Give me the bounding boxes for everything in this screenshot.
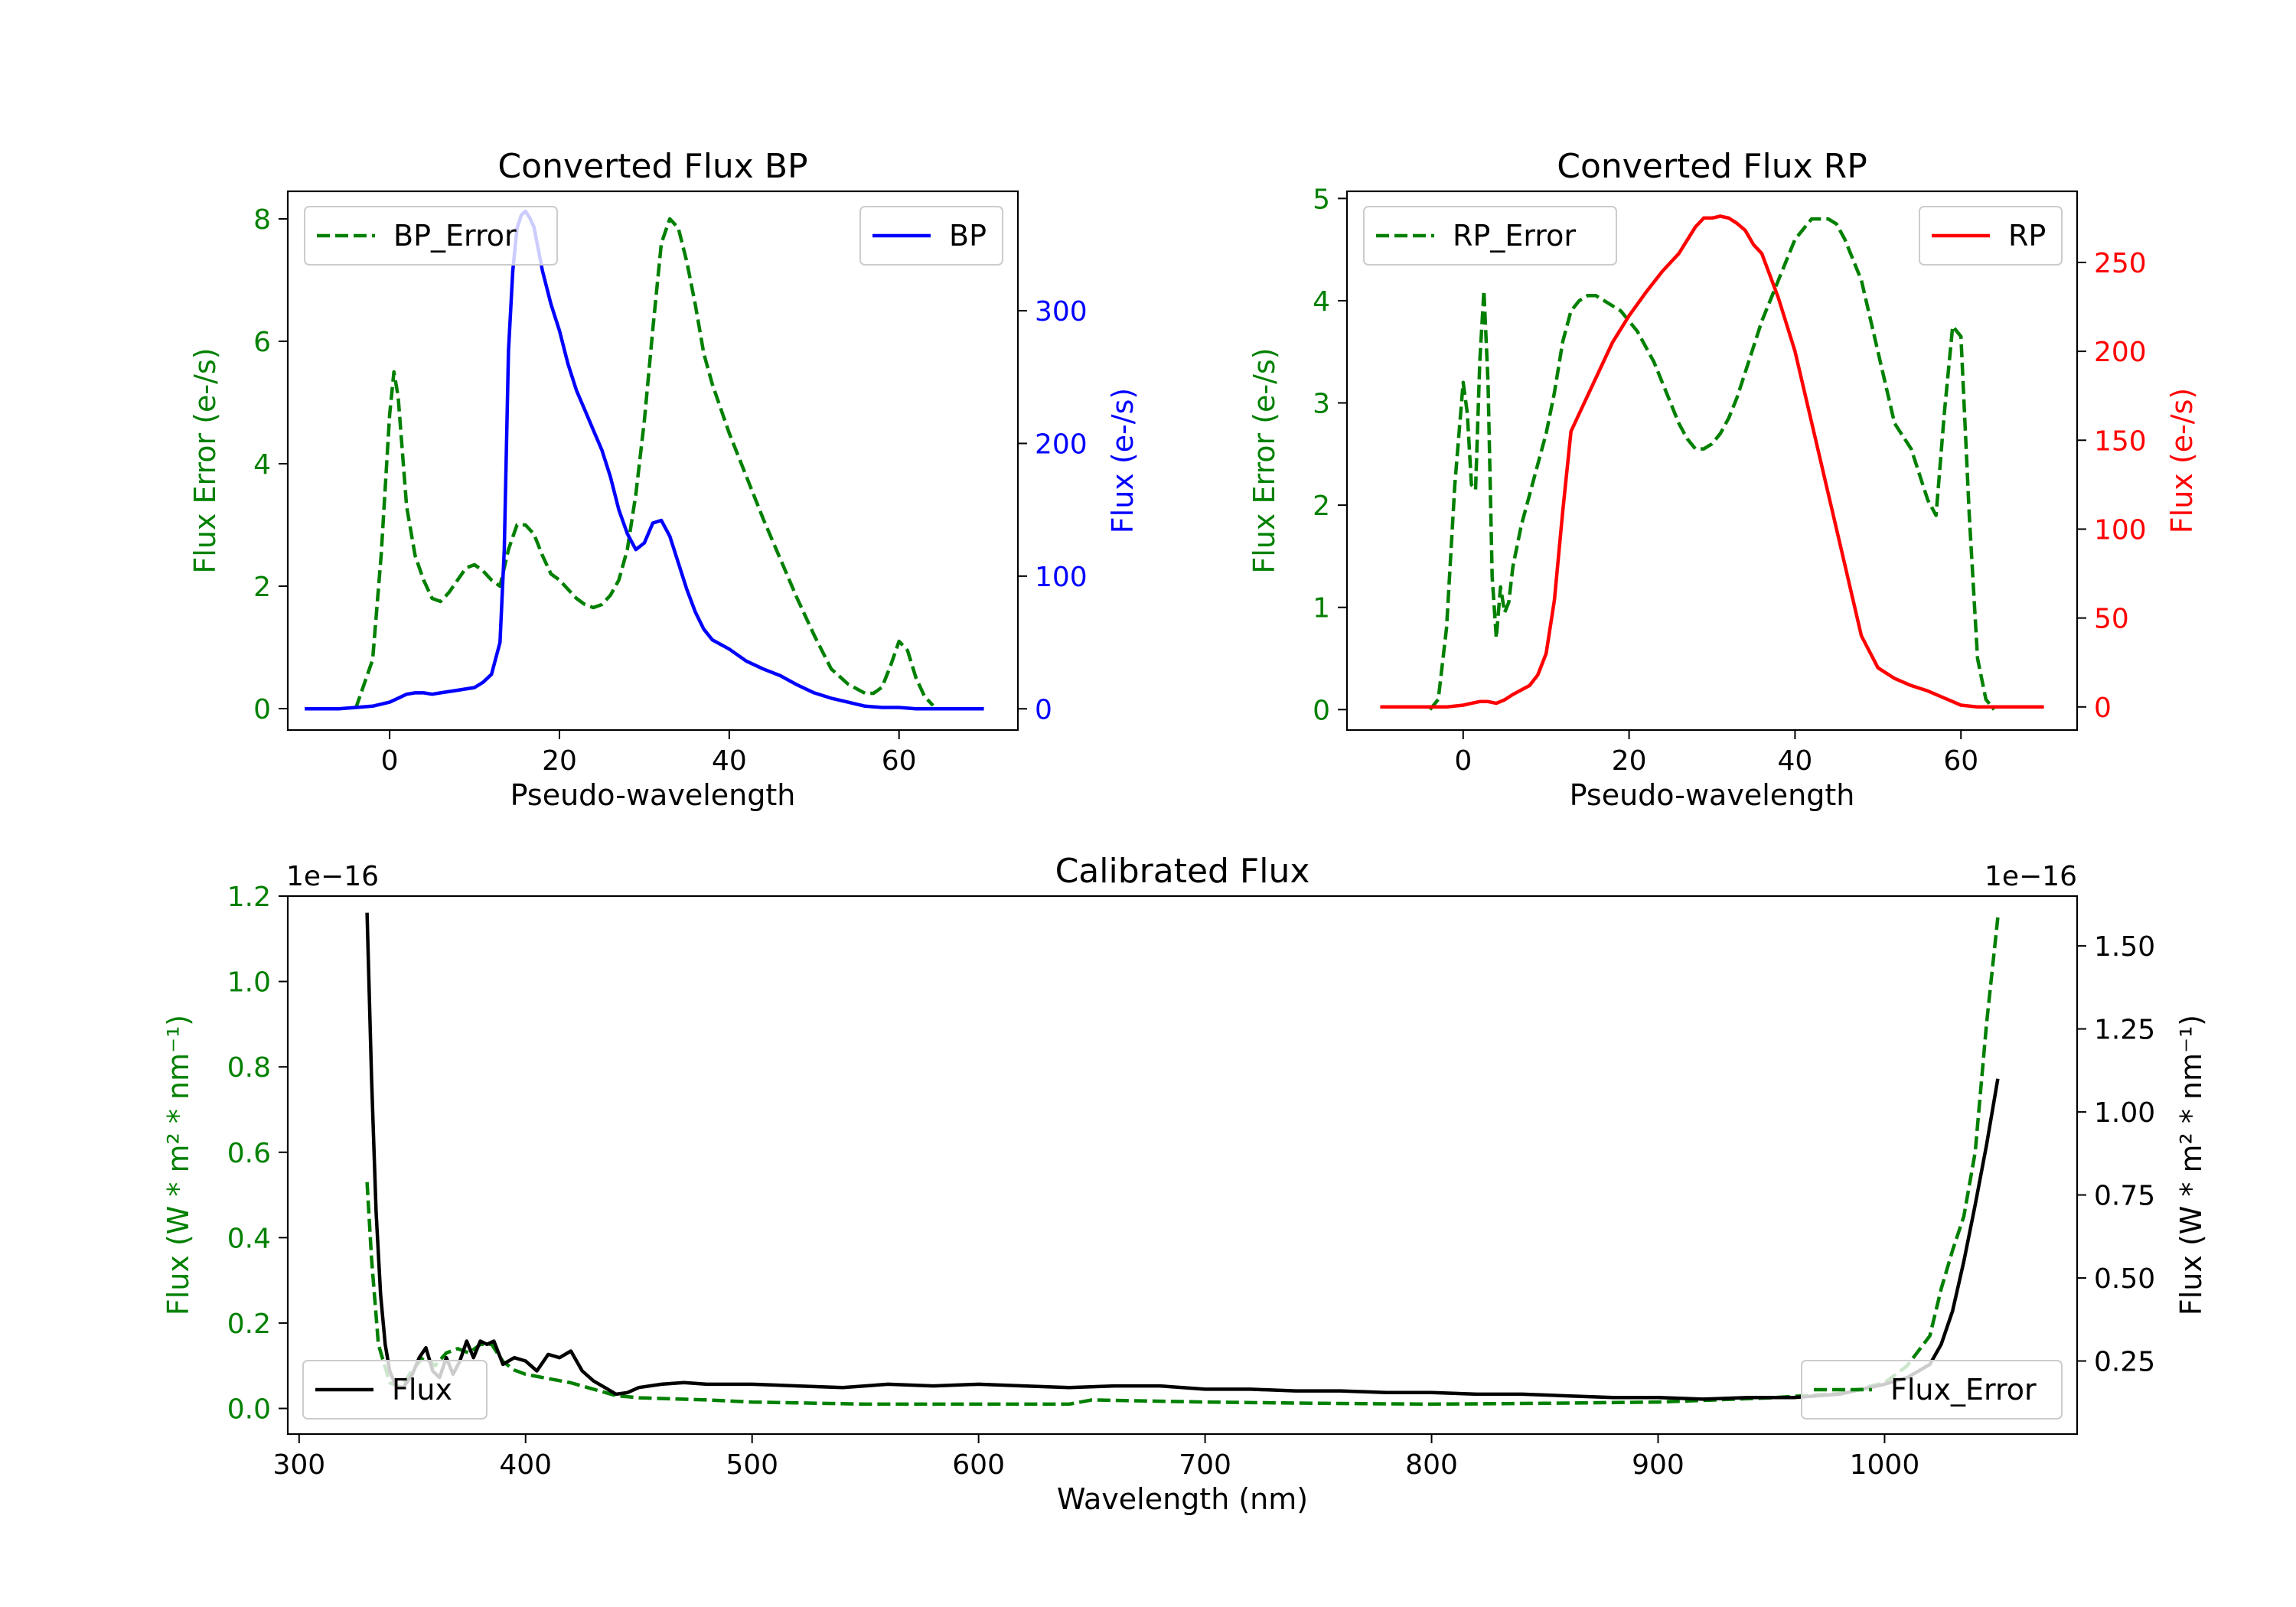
y-right-tick-label: 1.50 — [2094, 931, 2155, 963]
axes-frame — [286, 190, 1019, 732]
y-left-tick-label: 2 — [1313, 491, 1330, 522]
series-line-bp-error — [354, 217, 934, 709]
y-right-tick-label: 150 — [2094, 425, 2147, 457]
x-tick-label: 1000 — [1850, 1449, 1920, 1481]
panel-cal: Calibrated Flux 300 400 500 600 700 800 900 1000… — [161, 852, 2208, 1516]
y-left-tick-label: 4 — [1313, 286, 1330, 318]
y-left-tick-label: 1.0 — [227, 967, 271, 999]
y-right-tick-label: 250 — [2094, 248, 2147, 279]
x-tick-label: 400 — [499, 1449, 552, 1481]
y-right-axis-label: Flux (e-/s) — [2165, 388, 2199, 533]
panel-bp: Converted Flux BP0 20 40 60Pseudo-wavelengt… — [188, 147, 1140, 812]
legend-error: RP_Error — [1363, 206, 1617, 266]
y-right-tick-label: 0 — [1035, 694, 1052, 725]
y-right-tick-label: 50 — [2094, 604, 2129, 635]
panel-rp: Converted Flux RP0 20 40 60Pseudo-wavelengt… — [1247, 147, 2199, 812]
y-left-axis-label: Flux (W * m² * nm⁻¹) — [161, 1015, 195, 1315]
y-right-tick-label: 200 — [1035, 429, 1088, 460]
x-tick-label: 300 — [272, 1449, 325, 1481]
x-tick-label: 20 — [1612, 745, 1647, 777]
legend-box — [1363, 206, 1617, 266]
y-right-axis-label: Flux (W * m² * nm⁻¹) — [2174, 1015, 2208, 1315]
y-left-tick-label: 0.2 — [227, 1309, 271, 1340]
y-right-axis-label: Flux (e-/s) — [1106, 388, 1140, 533]
y-right-tick-label: 300 — [1035, 296, 1088, 328]
x-tick-label: 600 — [952, 1449, 1005, 1481]
y-left-tick-label: 0.4 — [227, 1223, 271, 1254]
y-left-tick-label: 3 — [1313, 389, 1330, 420]
legend-box — [1919, 206, 2063, 266]
y-right-tick-label: 0.50 — [2094, 1263, 2155, 1295]
y-left-tick-label: 1 — [1313, 593, 1330, 624]
series-line-rp-error — [1428, 217, 1996, 711]
axes-frame — [286, 895, 2079, 1436]
y-left-axis-label: Flux Error (e-/s) — [188, 347, 222, 573]
y-left-axis-label: Flux Error (e-/s) — [1247, 347, 1281, 573]
legend-label: Flux_Error — [1890, 1373, 2037, 1407]
legend-label: Flux — [392, 1373, 452, 1407]
legend-box — [1801, 1360, 2063, 1420]
x-axis-label: Pseudo-wavelength — [510, 778, 796, 812]
y-right-tick-label: 100 — [1035, 562, 1088, 593]
x-tick-label: 20 — [542, 745, 577, 777]
y-right-tick-label: 1.25 — [2094, 1015, 2155, 1046]
y-right-tick-label: 0.25 — [2094, 1347, 2155, 1378]
legend-box — [304, 206, 558, 266]
x-tick-label: 0 — [381, 745, 399, 777]
x-tick-label: 40 — [1778, 745, 1813, 777]
legend-flux-error: Flux_Error — [1801, 1360, 2063, 1420]
axes-frame — [1345, 190, 2079, 732]
legend-box — [859, 206, 1003, 266]
y-left-tick-label: 1.2 — [227, 882, 271, 913]
y-right-tick-label: 1.00 — [2094, 1097, 2155, 1129]
chart-title: Converted Flux BP — [497, 147, 807, 186]
y-left-tick-label: 5 — [1313, 184, 1330, 215]
legend-label: RP_Error — [1453, 219, 1576, 253]
x-tick-label: 800 — [1405, 1449, 1458, 1481]
x-axis-label: Wavelength (nm) — [1057, 1482, 1308, 1516]
y-left-tick-label: 2 — [253, 572, 271, 603]
legend-flux: BP — [859, 206, 1003, 266]
x-tick-label: 60 — [882, 745, 917, 777]
y-left-tick-label: 0.0 — [227, 1394, 271, 1426]
x-tick-label: 700 — [1179, 1449, 1231, 1481]
series-line-bp — [305, 209, 984, 711]
x-tick-label: 40 — [712, 745, 747, 777]
chart-title: Calibrated Flux — [1055, 852, 1310, 891]
chart-title: Converted Flux RP — [1557, 147, 1867, 186]
series-line-rp — [1380, 214, 2044, 709]
y-left-tick-label: 0.8 — [227, 1052, 271, 1084]
y-left-tick-label: 4 — [253, 449, 271, 481]
legend-label: BP — [949, 219, 987, 253]
y-right-tick-label: 100 — [2094, 514, 2147, 546]
x-tick-label: 60 — [1943, 745, 1978, 777]
y-left-tick-label: 0 — [1313, 695, 1330, 726]
legend-label: BP_Error — [393, 219, 517, 253]
x-tick-label: 900 — [1632, 1449, 1684, 1481]
y-left-tick-label: 0 — [253, 694, 271, 725]
legend-box — [302, 1360, 488, 1420]
y-left-tick-label: 6 — [253, 327, 271, 358]
plot-area — [1380, 214, 2044, 711]
plot-area — [305, 209, 984, 711]
legend-error: BP_Error — [304, 206, 558, 266]
y-right-tick-label: 0.75 — [2094, 1181, 2155, 1212]
y-left-tick-label: 8 — [253, 204, 271, 236]
legend-flux: RP — [1919, 206, 2063, 266]
y-left-offset-label: 1e−16 — [286, 861, 379, 892]
y-right-offset-label: 1e−16 — [1985, 861, 2077, 892]
x-tick-label: 0 — [1454, 745, 1472, 777]
legend-label: RP — [2008, 219, 2046, 253]
y-right-tick-label: 200 — [2094, 337, 2147, 368]
y-right-tick-label: 0 — [2094, 693, 2112, 724]
x-axis-label: Pseudo-wavelength — [1570, 778, 1855, 812]
x-tick-label: 500 — [726, 1449, 778, 1481]
y-left-tick-label: 0.6 — [227, 1138, 271, 1169]
legend-flux: Flux — [302, 1360, 488, 1420]
